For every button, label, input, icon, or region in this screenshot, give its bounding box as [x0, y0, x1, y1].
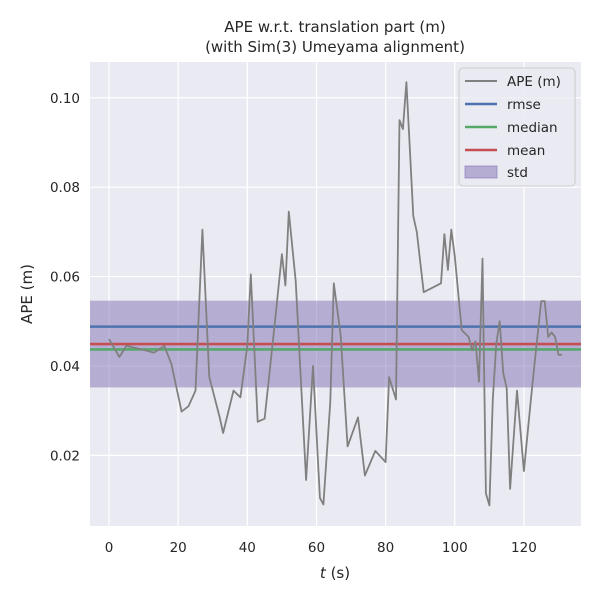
legend-std-label: std — [507, 165, 528, 181]
x-tick-label: 100 — [442, 540, 468, 556]
x-tick-label: 80 — [377, 540, 394, 556]
x-tick-label: 40 — [239, 540, 256, 556]
y-tick-label: 0.06 — [50, 270, 80, 286]
legend-frame — [458, 67, 576, 187]
y-tick-label: 0.08 — [50, 180, 80, 196]
legend-std-swatch — [464, 165, 498, 179]
x-tick-labels: 0 20 40 60 80 100 120 — [105, 540, 537, 556]
ape-series-line — [108, 81, 562, 507]
x-tick-label: 20 — [170, 540, 187, 556]
chart-title-line-2: (with Sim(3) Umeyama alignment) — [205, 38, 465, 56]
x-axis-label-unit: (s) — [326, 564, 350, 582]
x-tick-label: 120 — [511, 540, 537, 556]
y-axis-label: APE (m) — [18, 264, 36, 324]
y-tick-label: 0.04 — [50, 359, 80, 375]
legend-mean-label: mean — [507, 143, 545, 159]
x-tick-label: 60 — [308, 540, 325, 556]
y-tick-label: 0.10 — [50, 91, 80, 107]
legend-ape-label: APE (m) — [507, 74, 561, 90]
x-axis-label-var: t — [320, 564, 327, 582]
x-axis-label: t (s) — [320, 564, 350, 582]
x-tick-label: 0 — [105, 540, 114, 556]
y-tick-labels: 0.02 0.04 0.06 0.08 0.10 — [50, 91, 80, 465]
y-tick-label: 0.02 — [50, 448, 80, 464]
legend-median-label: median — [507, 120, 558, 136]
legend: APE (m) rmse median mean std — [458, 67, 576, 187]
chart-title-line-1: APE w.r.t. translation part (m) — [224, 18, 445, 36]
legend-rmse-label: rmse — [507, 97, 541, 113]
